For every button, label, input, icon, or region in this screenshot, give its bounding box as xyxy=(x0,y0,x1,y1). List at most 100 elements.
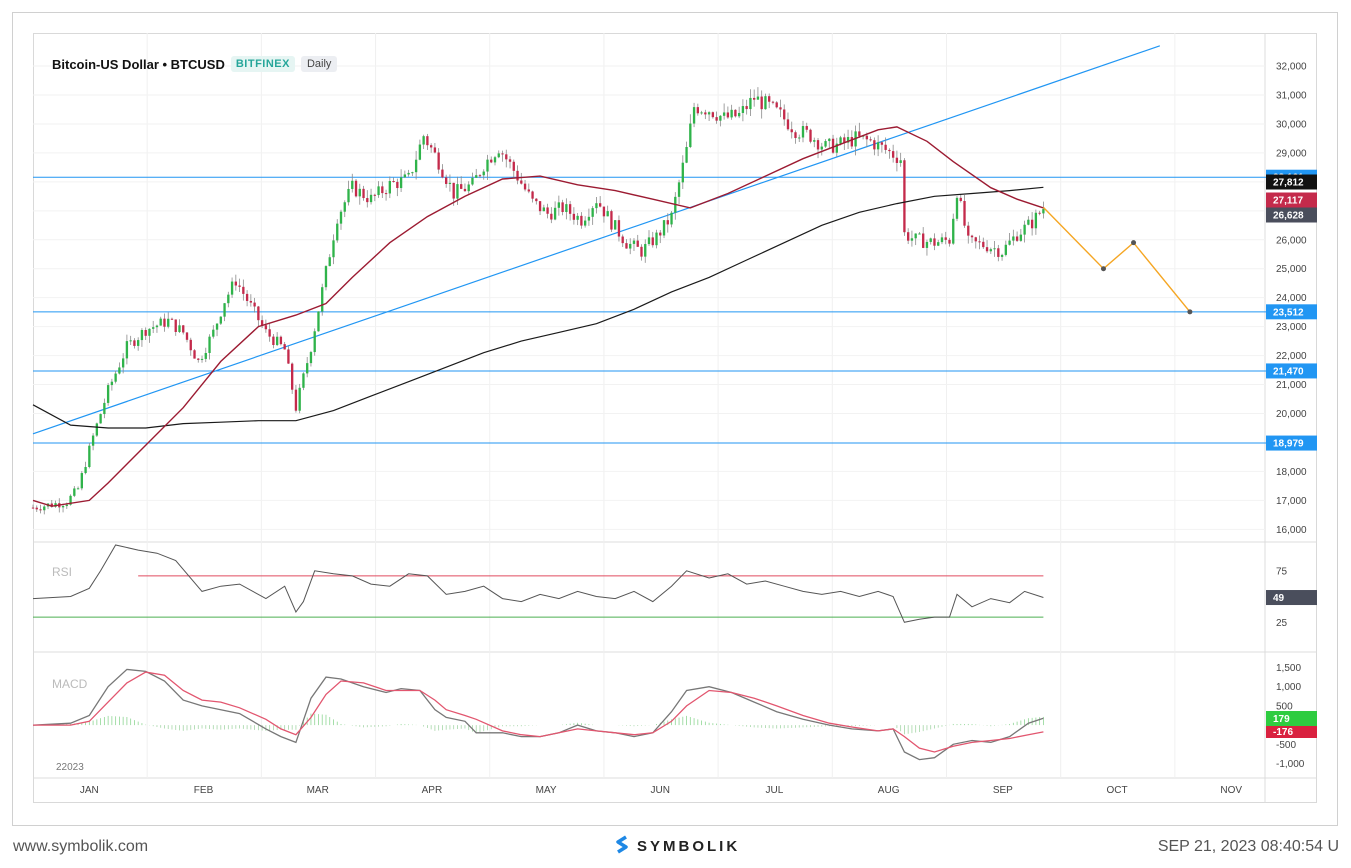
candle-body xyxy=(730,109,733,118)
candle-body xyxy=(437,152,440,170)
candle-body xyxy=(411,172,414,174)
candle-body xyxy=(561,202,564,213)
candle-body xyxy=(283,344,286,350)
x-tick-label: APR xyxy=(422,785,443,796)
candle-body xyxy=(869,139,872,141)
candle-body xyxy=(843,137,846,143)
candle-body xyxy=(801,126,805,138)
candle-body xyxy=(779,107,782,110)
candle-body xyxy=(306,363,309,374)
candle-body xyxy=(629,243,632,249)
candle-body xyxy=(997,248,1000,257)
candle-body xyxy=(103,402,106,415)
footer-website[interactable]: www.symbolik.com xyxy=(13,838,149,855)
x-tick-label: NOV xyxy=(1220,785,1242,796)
candle-body xyxy=(384,193,388,195)
macd-tick-label: 1,000 xyxy=(1276,682,1301,693)
candle-body xyxy=(95,423,99,436)
candle-body xyxy=(850,137,853,147)
candle-body xyxy=(527,189,530,192)
y-tick-label: 30,000 xyxy=(1276,119,1307,130)
y-tick-label: 23,000 xyxy=(1276,322,1307,333)
ma-slow-price-label: 27,812 xyxy=(1273,178,1304,189)
candle-body xyxy=(809,129,812,142)
candle-body xyxy=(1042,209,1045,214)
last-price-label-bg xyxy=(1266,192,1317,208)
candle-body xyxy=(230,281,234,295)
candle-body xyxy=(155,325,159,328)
candle-body xyxy=(1034,212,1038,229)
candle-body xyxy=(929,238,932,242)
candle-body xyxy=(448,182,452,184)
candle-body xyxy=(771,101,775,103)
level-price-label-bg xyxy=(1266,304,1317,320)
candle-body xyxy=(80,473,83,489)
candle-body xyxy=(542,207,545,212)
candle-body xyxy=(39,509,42,511)
candle-body xyxy=(215,323,219,330)
candle-body xyxy=(43,506,46,511)
candle-body xyxy=(403,174,407,178)
candle-body xyxy=(291,363,294,390)
candle-body xyxy=(76,488,80,490)
candle-body xyxy=(572,213,576,220)
candle-body xyxy=(651,237,654,246)
candle-body xyxy=(167,318,170,327)
projection-point xyxy=(1187,309,1193,315)
candle-body xyxy=(985,247,989,252)
candle-body xyxy=(910,238,914,241)
macd-signal-label: -176 xyxy=(1273,727,1293,738)
candle-body xyxy=(531,191,534,199)
candle-body xyxy=(606,211,609,217)
candle-body xyxy=(516,170,519,181)
macd-panel[interactable]: MACD xyxy=(32,668,1044,761)
projection-point xyxy=(1100,266,1106,272)
macd-tick-label: 500 xyxy=(1276,701,1293,712)
exchange-badge: BITFINEX xyxy=(230,56,295,72)
candle-body xyxy=(193,350,196,359)
candle-body xyxy=(223,303,226,317)
candle-body xyxy=(816,140,820,150)
candle-body xyxy=(978,241,981,243)
candle-body xyxy=(617,220,621,237)
macd-value-bg xyxy=(1266,711,1317,726)
candle-body xyxy=(805,126,808,130)
candle-body xyxy=(876,142,880,150)
candle-body xyxy=(275,336,279,346)
candle-body xyxy=(328,257,331,267)
candle-body xyxy=(546,207,549,214)
rsi-line xyxy=(32,544,1044,623)
candle-body xyxy=(137,340,140,346)
candle-body xyxy=(396,181,399,189)
candle-body xyxy=(1000,254,1004,257)
candle-body xyxy=(467,184,470,192)
candle-body xyxy=(129,340,132,342)
x-tick-label: JUL xyxy=(766,785,784,796)
candle-body xyxy=(993,248,996,250)
candle-body xyxy=(820,146,823,150)
interval-badge[interactable]: Daily xyxy=(300,56,338,72)
candle-body xyxy=(302,373,305,388)
y-tick-label: 18,000 xyxy=(1276,467,1307,478)
grid-layer xyxy=(33,33,1317,803)
candle-body xyxy=(865,135,869,140)
candle-body xyxy=(726,112,730,118)
candle-body xyxy=(422,136,425,145)
candle-body xyxy=(99,414,102,424)
candle-body xyxy=(768,96,771,102)
rsi-panel[interactable]: RSI xyxy=(32,544,1044,623)
candle-body xyxy=(756,96,760,100)
candle-body xyxy=(121,358,125,368)
candle-body xyxy=(666,220,669,225)
candle-body xyxy=(749,97,752,110)
candle-body xyxy=(647,237,651,245)
candle-body xyxy=(84,466,87,474)
price-panel[interactable] xyxy=(31,45,1317,515)
candle-body xyxy=(381,186,384,194)
candle-body xyxy=(783,109,786,120)
candle-body xyxy=(644,244,647,257)
candle-body xyxy=(493,157,497,163)
candle-body xyxy=(696,107,699,114)
candle-body xyxy=(824,141,827,147)
